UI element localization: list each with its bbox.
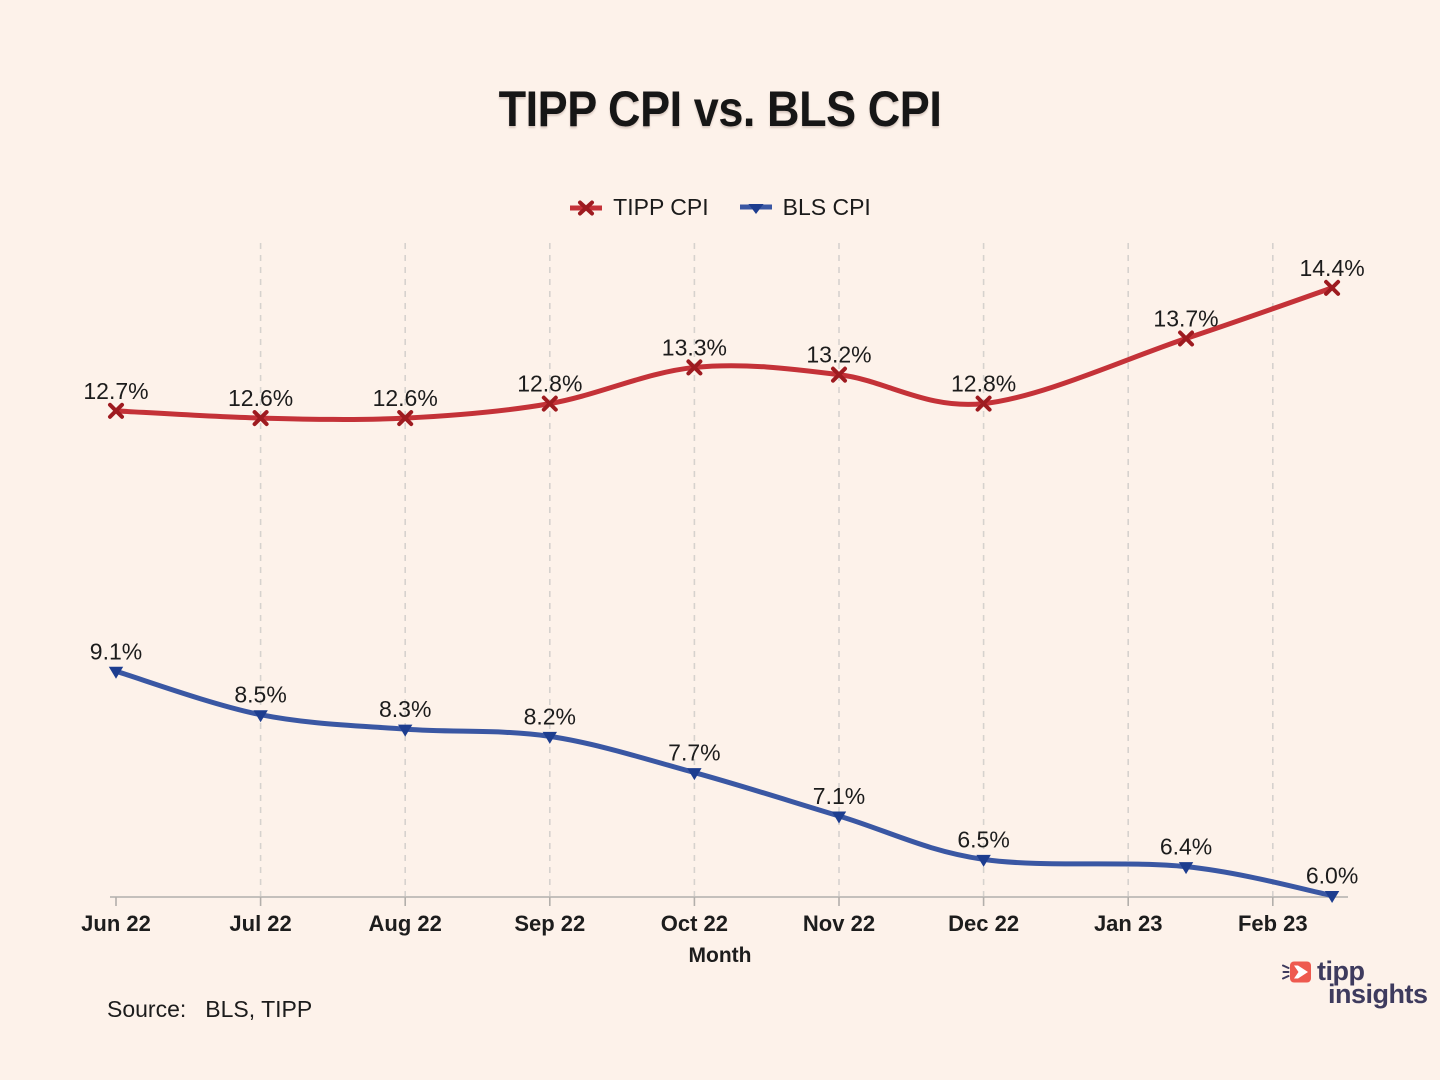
data-label-bls-cpi: 6.0%	[1306, 863, 1358, 889]
data-label-bls-cpi: 9.1%	[90, 638, 142, 664]
x-tick-label: Feb 23	[1238, 911, 1308, 936]
marker-triangle-down-bls-cpi	[1178, 862, 1194, 875]
data-label-bls-cpi: 8.5%	[234, 682, 286, 708]
marker-triangle-down-bls-cpi	[687, 768, 702, 781]
logo-text: tipp insights	[1317, 956, 1428, 1009]
x-tick-label: Oct 22	[661, 911, 728, 936]
data-label-bls-cpi: 6.5%	[957, 826, 1009, 852]
data-label-bls-cpi: 8.3%	[379, 696, 431, 722]
triangle-down-marker-icon	[739, 203, 772, 214]
legend: TIPP CPI BLS CPI	[0, 194, 1440, 221]
marker-x-tipp-cpi	[1178, 330, 1195, 347]
data-label-tipp-cpi: 12.7%	[83, 378, 148, 404]
legend-item-bls-cpi[interactable]: BLS CPI	[739, 194, 871, 221]
x-axis-title: Month	[688, 944, 752, 967]
data-label-tipp-cpi: 13.2%	[806, 342, 871, 368]
marker-x-tipp-cpi	[252, 410, 269, 427]
logo-line1: tipp	[1317, 956, 1365, 986]
x-tick-label: Dec 22	[948, 911, 1019, 936]
data-label-bls-cpi: 7.1%	[813, 783, 865, 809]
marker-x-tipp-cpi	[397, 410, 414, 427]
legend-label-tipp-cpi: TIPP CPI	[613, 194, 709, 220]
marker-triangle-down-bls-cpi	[108, 666, 124, 679]
data-label-tipp-cpi: 13.7%	[1153, 305, 1218, 331]
data-label-tipp-cpi: 12.8%	[517, 371, 582, 397]
data-label-bls-cpi: 8.2%	[524, 703, 576, 729]
marker-x-tipp-cpi	[975, 395, 992, 412]
x-tick-label: Aug 22	[369, 911, 442, 936]
marker-triangle-down-bls-cpi	[976, 854, 991, 867]
x-tick-label: Jun 22	[81, 911, 151, 936]
source-value: BLS, TIPP	[205, 996, 313, 1022]
marker-x-tipp-cpi	[1324, 279, 1341, 296]
x-marker-icon	[570, 200, 603, 215]
x-tick-label: Jan 23	[1094, 911, 1163, 936]
marker-triangle-down-bls-cpi	[831, 811, 847, 824]
data-label-bls-cpi: 7.7%	[668, 740, 720, 766]
logo-line2: insights	[1328, 979, 1428, 1009]
data-label-bls-cpi: 6.4%	[1160, 834, 1212, 860]
data-label-tipp-cpi: 12.6%	[373, 385, 438, 411]
x-tick-label: Nov 22	[803, 911, 875, 936]
legend-item-tipp-cpi[interactable]: TIPP CPI	[569, 194, 709, 221]
data-label-tipp-cpi: 12.8%	[951, 371, 1016, 397]
chart-title: TIPP CPI vs. BLS CPI	[498, 81, 942, 137]
marker-triangle-down-bls-cpi	[398, 724, 413, 737]
marker-triangle-down-bls-cpi	[1324, 891, 1340, 904]
marker-x-tipp-cpi	[686, 359, 703, 376]
tipp-insights-logo-icon	[1282, 961, 1311, 983]
x-tick-label: Jul 22	[229, 911, 291, 936]
marker-triangle-down-bls-cpi	[253, 710, 268, 723]
marker-triangle-down-bls-cpi	[542, 731, 557, 744]
data-label-tipp-cpi: 14.4%	[1299, 255, 1364, 281]
tipp-insights-logo: tipp insights	[1282, 956, 1428, 1009]
x-tick-label: Sep 22	[514, 911, 585, 936]
series-line-bls-cpi	[113, 668, 1335, 899]
source-note: Source: BLS, TIPP	[107, 996, 312, 1023]
marker-x-tipp-cpi	[108, 402, 124, 419]
legend-label-bls-cpi: BLS CPI	[782, 194, 871, 220]
source-label: Source:	[107, 996, 187, 1022]
marker-x-tipp-cpi	[831, 366, 847, 383]
data-label-tipp-cpi: 12.6%	[228, 385, 293, 411]
data-label-tipp-cpi: 13.3%	[662, 334, 727, 360]
marker-x-tipp-cpi	[541, 395, 558, 412]
